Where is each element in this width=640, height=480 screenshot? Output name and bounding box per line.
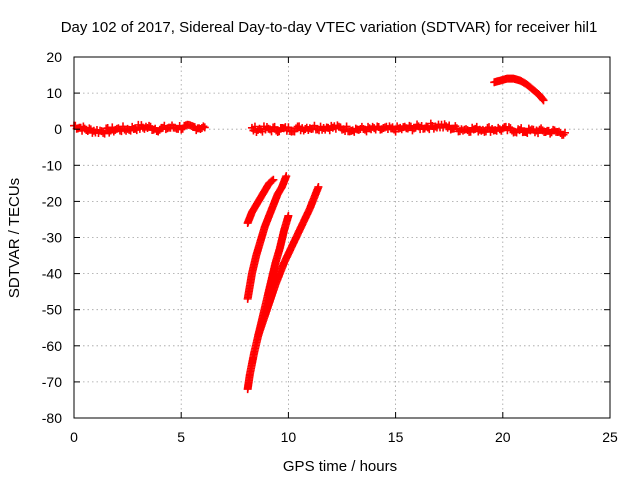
y-tick-label: -20 (42, 193, 62, 209)
data-point (200, 123, 209, 132)
y-tick-label: -40 (42, 266, 62, 282)
x-tick-label: 5 (177, 429, 185, 445)
data-point (539, 96, 548, 105)
data-layer (70, 74, 569, 394)
data-point (284, 211, 293, 220)
grid (74, 57, 610, 418)
x-tick-label: 10 (281, 429, 297, 445)
y-tick-label: -80 (42, 410, 62, 426)
axes (73, 56, 611, 419)
data-point (269, 175, 278, 184)
y-tick-label: -60 (42, 338, 62, 354)
data-point (145, 121, 154, 130)
data-point (199, 122, 208, 131)
x-axis-label: GPS time / hours (283, 458, 397, 475)
data-point (282, 172, 291, 181)
y-tick-label: 0 (54, 121, 62, 137)
y-tick-label: -30 (42, 230, 62, 246)
y-tick-label: 10 (46, 85, 62, 101)
data-point (314, 182, 323, 191)
x-tick-label: 25 (602, 429, 618, 445)
series-4 (243, 172, 291, 303)
y-tick-label: -10 (42, 157, 62, 173)
series-7 (490, 74, 548, 105)
data-point (268, 176, 277, 185)
chart-title: Day 102 of 2017, Sidereal Day-to-day VTE… (61, 19, 598, 36)
plot-frame (73, 56, 611, 419)
y-tick-label: -50 (42, 302, 62, 318)
data-point (270, 122, 279, 131)
y-axis-label: SDTVAR / TECUs (6, 178, 23, 298)
series-2 (247, 119, 569, 139)
x-tick-label: 0 (70, 429, 78, 445)
x-tick-label: 20 (495, 429, 511, 445)
data-point (538, 95, 547, 104)
y-tick-label: 20 (46, 49, 62, 65)
series-1 (70, 120, 209, 138)
data-point (342, 122, 351, 131)
x-tick-label: 15 (388, 429, 404, 445)
data-point (85, 124, 94, 133)
data-point (413, 120, 422, 129)
data-point (560, 128, 569, 137)
series-6 (254, 182, 323, 339)
series-3 (243, 175, 278, 228)
data-point (284, 123, 293, 132)
data-point (100, 129, 109, 138)
tick-labels: 0 5 10 15 20 25 20 10 0 -10 -20 -30 -40 -50 -60 -70 -80 (42, 49, 618, 445)
y-tick-label: -70 (42, 374, 62, 390)
